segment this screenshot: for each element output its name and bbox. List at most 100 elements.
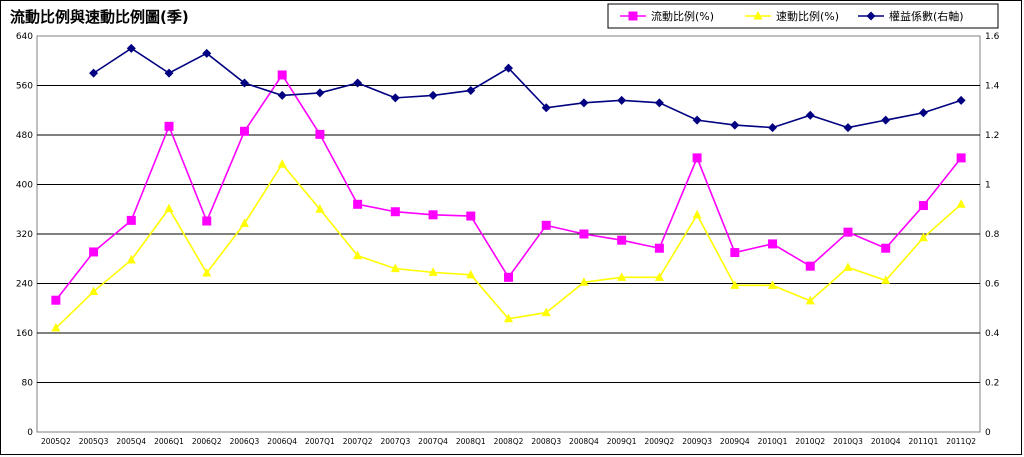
y-right-tick-label: 0 [985,428,991,438]
x-tick-label: 2010Q1 [758,437,788,446]
x-tick-label: 2007Q1 [305,437,335,446]
data-point [617,95,627,105]
data-point [239,126,249,136]
data-point [164,203,174,213]
data-point [202,48,212,58]
y-left-tick-label: 160 [16,329,33,339]
data-point [730,248,740,258]
data-point [277,159,287,168]
series-triangle [51,159,966,332]
data-point [881,115,891,125]
data-point [353,78,363,88]
data-point [315,88,325,98]
series-square [51,70,966,305]
x-tick-label: 2005Q2 [41,437,71,446]
y-right-tick-label: 0.6 [985,280,1000,290]
data-point [315,204,325,213]
data-point [390,263,400,273]
data-point [164,68,174,78]
data-point [202,216,212,226]
legend-box [607,3,999,29]
data-point [843,227,853,237]
y-left-tick-label: 0 [27,428,33,438]
x-tick-label: 2008Q3 [531,437,561,446]
data-point [768,280,778,289]
data-point [315,129,325,139]
x-tick-label: 2008Q2 [494,437,524,446]
data-point [843,123,853,133]
legend-entry: 速動比例(%) [776,9,839,23]
data-point [579,98,589,108]
data-point [918,232,928,242]
y-left-tick-label: 480 [16,131,33,141]
data-point [541,307,551,317]
data-point [918,108,928,118]
data-point [654,98,664,108]
legend-entry: 流動比例(%) [651,9,714,23]
data-point [768,123,778,133]
data-point [353,250,363,260]
x-tick-label: 2006Q3 [230,437,260,446]
data-point [428,267,438,276]
x-tick-label: 2007Q2 [343,437,373,446]
y-right-tick-label: 1 [985,181,991,191]
data-point [918,201,928,211]
y-right-tick-label: 0.4 [985,329,1000,339]
data-point [428,210,438,220]
x-tick-label: 2010Q3 [833,437,863,446]
x-tick-label: 2005Q3 [79,437,109,446]
data-point [126,254,136,264]
data-point [753,11,763,20]
axes: 0 0 80 0.2 160 0.4 240 0.6 320 0.8 400 1 480 1.2 560 1.… [16,32,1000,446]
x-tick-label: 2009Q4 [720,437,750,446]
x-tick-label: 2011Q1 [909,437,939,446]
y-left-tick-label: 320 [16,230,33,240]
x-tick-label: 2010Q4 [871,437,901,446]
data-point [956,95,966,105]
x-tick-label: 2007Q4 [418,437,448,446]
data-point [843,262,853,271]
x-tick-label: 2006Q1 [154,437,184,446]
data-point [866,11,876,21]
data-point [768,239,778,249]
data-point [730,280,740,289]
x-tick-label: 2008Q1 [456,437,486,446]
data-point [504,313,513,323]
data-point [579,277,589,286]
data-point [541,103,551,113]
data-point [390,93,400,103]
gridlines [37,85,980,383]
data-point [654,272,664,281]
x-tick-label: 2008Q4 [569,437,599,446]
series-diamond [89,43,966,133]
data-point [277,90,287,100]
data-point [390,207,400,217]
data-point [466,211,476,221]
data-point [541,220,551,230]
data-point [956,199,966,208]
x-tick-label: 2009Q1 [607,437,637,446]
data-point [692,209,702,219]
data-point [805,295,815,305]
y-right-tick-label: 0.8 [985,230,1000,240]
x-tick-label: 2006Q2 [192,437,222,446]
series-layer [51,43,966,332]
legend-entry: 權益係數(右軸) [889,9,964,23]
data-point [466,85,476,95]
data-point [126,215,136,225]
y-right-tick-label: 1.4 [985,82,1000,92]
data-point [881,243,891,253]
data-point [89,68,99,78]
data-point [617,272,627,281]
data-point [504,63,513,73]
y-left-tick-label: 640 [16,32,33,42]
x-tick-label: 2007Q3 [380,437,410,446]
data-point [956,153,966,163]
data-point [51,295,61,305]
x-tick-label: 2009Q3 [682,437,712,446]
y-left-tick-label: 560 [16,82,33,92]
x-tick-label: 2006Q4 [267,437,297,446]
data-point [164,121,174,131]
